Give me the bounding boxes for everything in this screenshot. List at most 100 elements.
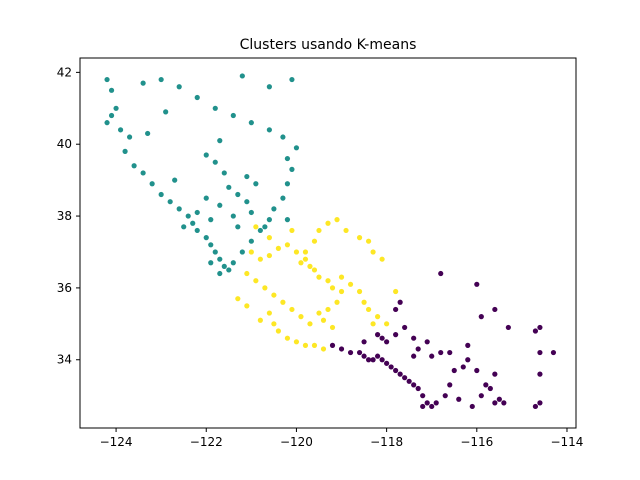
scatter-point bbox=[280, 195, 286, 201]
scatter-point bbox=[329, 324, 336, 331]
scatter-point bbox=[104, 120, 110, 126]
scatter-point bbox=[212, 105, 218, 111]
scatter-point bbox=[262, 224, 268, 230]
scatter-point bbox=[496, 396, 502, 402]
scatter-point bbox=[104, 76, 110, 83]
scatter-point bbox=[397, 299, 403, 305]
scatter-point bbox=[307, 263, 313, 269]
scatter-point bbox=[384, 321, 390, 327]
scatter-point bbox=[465, 342, 471, 348]
scatter-point bbox=[365, 238, 372, 244]
scatter-point bbox=[230, 213, 236, 219]
scatter-point bbox=[415, 346, 421, 352]
scatter-point bbox=[163, 109, 169, 115]
scatter-point bbox=[190, 220, 196, 226]
scatter-point bbox=[420, 393, 426, 399]
scatter-point bbox=[532, 403, 539, 410]
y-tick-label: 38 bbox=[57, 209, 72, 223]
scatter-point bbox=[550, 349, 557, 356]
scatter-point bbox=[420, 403, 426, 410]
scatter-point bbox=[262, 285, 268, 291]
scatter-point bbox=[356, 288, 363, 295]
scatter-point bbox=[307, 321, 313, 327]
scatter-point bbox=[203, 195, 209, 201]
scatter-point bbox=[537, 400, 543, 406]
scatter-point bbox=[474, 281, 480, 287]
scatter-point bbox=[208, 260, 214, 266]
x-tick-label: −124 bbox=[100, 435, 133, 449]
scatter-point bbox=[266, 310, 272, 316]
y-tick-label: 36 bbox=[57, 281, 72, 295]
x-tick-label: −118 bbox=[370, 435, 403, 449]
scatter-point bbox=[293, 339, 300, 345]
scatter-point bbox=[532, 328, 539, 334]
scatter-point bbox=[361, 299, 367, 305]
scatter-point bbox=[537, 324, 543, 331]
scatter-point bbox=[375, 332, 381, 338]
x-tick-label: −120 bbox=[280, 435, 313, 449]
scatter-point bbox=[379, 256, 385, 262]
scatter-point bbox=[248, 249, 254, 255]
scatter-point bbox=[311, 267, 318, 273]
scatter-point bbox=[411, 382, 417, 388]
scatter-point bbox=[203, 152, 209, 158]
scatter-point bbox=[365, 357, 372, 363]
scatter-point bbox=[239, 249, 245, 255]
scatter-point bbox=[379, 357, 385, 363]
scatter-point bbox=[424, 400, 430, 406]
scatter-point bbox=[194, 94, 200, 101]
chart-title: Clusters usando K-means bbox=[240, 37, 417, 53]
scatter-point bbox=[370, 357, 376, 363]
scatter-point bbox=[203, 235, 209, 241]
scatter-point bbox=[275, 328, 281, 334]
scatter-point bbox=[266, 127, 272, 133]
scatter-point bbox=[289, 306, 295, 313]
scatter-point bbox=[217, 256, 223, 262]
scatter-point bbox=[212, 159, 218, 165]
scatter-point bbox=[284, 155, 291, 162]
scatter-point bbox=[325, 306, 331, 313]
scatter-point bbox=[483, 382, 489, 388]
scatter-point bbox=[284, 242, 291, 248]
scatter-point bbox=[478, 314, 484, 320]
scatter-point bbox=[230, 260, 236, 266]
scatter-point bbox=[384, 339, 390, 345]
scatter-point bbox=[334, 217, 340, 223]
scatter-point bbox=[239, 73, 245, 79]
scatter-point bbox=[460, 364, 466, 370]
scatter-point bbox=[361, 339, 367, 345]
scatter-point bbox=[167, 199, 173, 205]
scatter-point bbox=[266, 217, 272, 223]
scatter-point bbox=[505, 324, 511, 331]
scatter-point bbox=[429, 353, 435, 359]
scatter-point bbox=[127, 134, 133, 140]
scatter-point bbox=[302, 249, 309, 255]
scatter-point bbox=[226, 267, 232, 273]
scatter-point bbox=[370, 321, 376, 327]
scatter-point bbox=[271, 321, 277, 327]
scatter-point bbox=[338, 274, 345, 280]
scatter-point bbox=[113, 105, 119, 111]
scatter-point bbox=[253, 224, 259, 230]
scatter-point bbox=[474, 367, 480, 374]
axes-frame bbox=[79, 57, 577, 429]
y-axis: 34 36 38 40 42 bbox=[57, 65, 80, 367]
x-tick-label: −116 bbox=[460, 435, 493, 449]
scatter-point bbox=[316, 227, 322, 234]
x-tick-label: −114 bbox=[550, 435, 583, 449]
scatter-point bbox=[501, 400, 507, 406]
scatter-point bbox=[266, 235, 272, 241]
scatter-point bbox=[244, 303, 250, 309]
scatter-point bbox=[406, 378, 412, 384]
scatter-point bbox=[248, 238, 254, 244]
scatter-point bbox=[402, 324, 408, 331]
scatter-point bbox=[149, 181, 155, 187]
scatter-point bbox=[469, 403, 475, 410]
scatter-point bbox=[280, 134, 286, 140]
scatter-point bbox=[253, 181, 259, 187]
scatter-point bbox=[411, 353, 417, 359]
scatter-point bbox=[316, 310, 322, 316]
scatter-point bbox=[257, 317, 263, 323]
scatter-point bbox=[451, 367, 457, 374]
